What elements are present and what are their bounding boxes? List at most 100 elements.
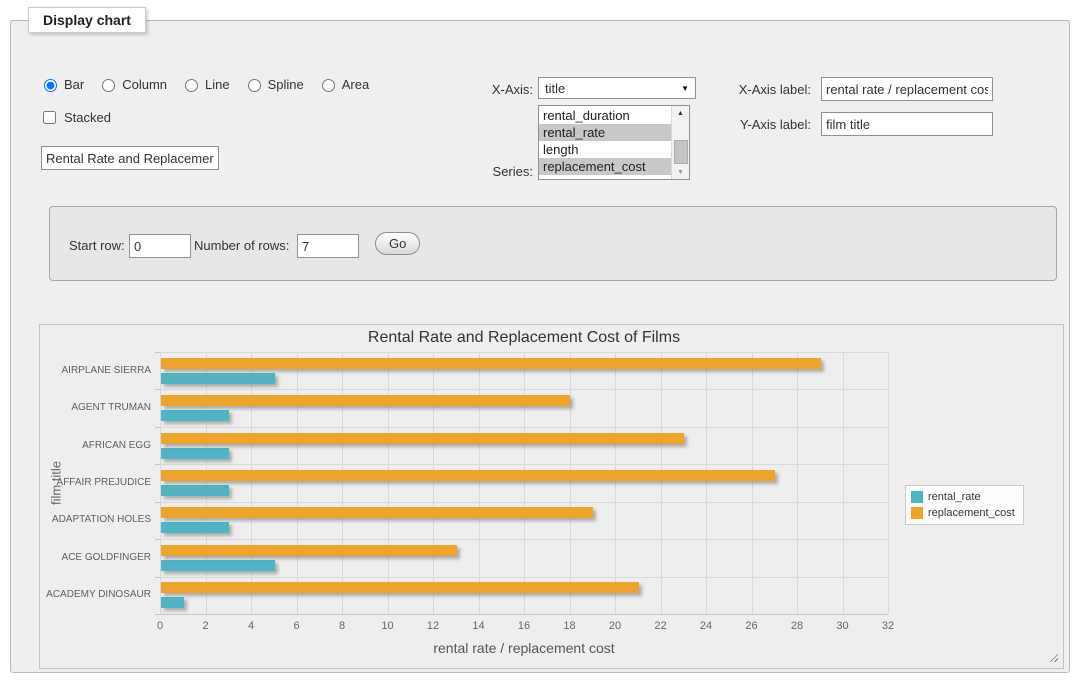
x-tick-label: 2 xyxy=(186,620,226,632)
chart-type-radio-bar[interactable]: Bar xyxy=(39,76,84,92)
y-axis-title: film title xyxy=(49,461,64,505)
y-axis-tick xyxy=(155,502,160,503)
resize-handle-icon[interactable] xyxy=(1048,652,1058,662)
num-rows-input[interactable] xyxy=(297,234,359,258)
x-axis-title: rental rate / replacement cost xyxy=(160,640,888,656)
gridline-horizontal xyxy=(160,502,888,503)
stacked-checkbox[interactable] xyxy=(43,111,56,124)
replacement_cost-bar xyxy=(161,507,593,518)
radio-label: Area xyxy=(342,77,369,92)
rental_rate-bar xyxy=(161,410,229,421)
chart-title: Rental Rate and Replacement Cost of Film… xyxy=(160,329,888,347)
panel-title: Display chart xyxy=(28,7,146,33)
replacement_cost-bar xyxy=(161,433,684,444)
chevron-down-icon: ▼ xyxy=(681,84,689,93)
y-axis-tick xyxy=(155,427,160,428)
page: BarColumnLineSplineArea Stacked X-Axis: … xyxy=(0,0,1081,681)
y-axis-label-label: Y-Axis label: xyxy=(711,117,811,132)
legend-item-replacement_cost[interactable]: replacement_cost xyxy=(911,507,1015,519)
chart-type-radio-column[interactable]: Column xyxy=(97,76,167,92)
radio-input-column[interactable] xyxy=(102,79,115,92)
series-option-replacement_cost[interactable]: replacement_cost xyxy=(539,158,671,175)
gridline-vertical xyxy=(479,352,480,614)
series-option-rental_rate[interactable]: rental_rate xyxy=(539,124,671,141)
y-axis-label-input[interactable] xyxy=(821,112,993,136)
legend-label: replacement_cost xyxy=(928,507,1015,519)
radio-input-line[interactable] xyxy=(185,79,198,92)
x-axis-select-value: title xyxy=(545,81,565,96)
x-axis-label-label: X-Axis label: xyxy=(711,82,811,97)
chart-title-input[interactable] xyxy=(41,146,219,170)
scrollbar-thumb[interactable] xyxy=(674,140,688,164)
rental_rate-bar xyxy=(161,522,229,533)
gridline-vertical xyxy=(615,352,616,614)
series-scrollbar[interactable]: ▲ ▼ xyxy=(671,106,689,179)
radio-label: Bar xyxy=(64,77,84,92)
gridline-vertical xyxy=(570,352,571,614)
x-tick-label: 20 xyxy=(595,620,635,632)
go-button[interactable]: Go xyxy=(375,232,420,255)
replacement_cost-bar xyxy=(161,358,821,369)
x-tick-label: 8 xyxy=(322,620,362,632)
x-tick-label: 24 xyxy=(686,620,726,632)
category-label: ADAPTATION HOLES xyxy=(40,514,151,525)
series-option-length[interactable]: length xyxy=(539,141,671,158)
rental_rate-bar xyxy=(161,597,184,608)
rental_rate-bar xyxy=(161,560,275,571)
x-axis-select-label: X-Axis: xyxy=(451,82,533,97)
scroll-up-icon[interactable]: ▲ xyxy=(672,106,689,120)
stacked-checkbox-row[interactable]: Stacked xyxy=(39,108,111,127)
series-listbox[interactable]: rental_durationrental_ratelengthreplacem… xyxy=(538,105,690,180)
x-tick-label: 26 xyxy=(732,620,772,632)
rental_rate-swatch-icon xyxy=(911,491,923,503)
start-row-label: Start row: xyxy=(69,238,125,253)
gridline-vertical xyxy=(388,352,389,614)
x-axis-select[interactable]: title ▼ xyxy=(538,77,696,99)
gridline-vertical xyxy=(797,352,798,614)
scroll-down-icon[interactable]: ▼ xyxy=(672,165,689,179)
gridline-vertical xyxy=(160,352,161,614)
x-tick-label: 18 xyxy=(550,620,590,632)
gridline-horizontal xyxy=(160,539,888,540)
gridline-vertical xyxy=(524,352,525,614)
y-axis-tick xyxy=(155,539,160,540)
gridline-vertical xyxy=(433,352,434,614)
radio-input-bar[interactable] xyxy=(44,79,57,92)
gridline-horizontal xyxy=(160,352,888,353)
x-tick-label: 28 xyxy=(777,620,817,632)
gridline-vertical xyxy=(752,352,753,614)
gridline-vertical xyxy=(843,352,844,614)
radio-input-area[interactable] xyxy=(322,79,335,92)
chart-type-radio-area[interactable]: Area xyxy=(317,76,369,92)
start-row-input[interactable] xyxy=(129,234,191,258)
display-chart-panel: BarColumnLineSplineArea Stacked X-Axis: … xyxy=(10,20,1070,673)
chart-type-radio-spline[interactable]: Spline xyxy=(243,76,304,92)
x-tick-label: 30 xyxy=(823,620,863,632)
x-tick-label: 0 xyxy=(140,620,180,632)
series-option-rental_duration[interactable]: rental_duration xyxy=(539,107,671,124)
radio-input-spline[interactable] xyxy=(248,79,261,92)
series-options: rental_durationrental_ratelengthreplacem… xyxy=(539,106,671,179)
chart-panel: Rental Rate and Replacement Cost of Film… xyxy=(39,324,1064,669)
num-rows-label: Number of rows: xyxy=(194,238,289,253)
x-tick-label: 32 xyxy=(868,620,908,632)
x-tick-label: 4 xyxy=(231,620,271,632)
gridline-vertical xyxy=(706,352,707,614)
radio-label: Column xyxy=(122,77,167,92)
replacement_cost-bar xyxy=(161,395,570,406)
y-axis-tick xyxy=(155,464,160,465)
legend-item-rental_rate[interactable]: rental_rate xyxy=(911,491,1015,503)
x-tick-label: 16 xyxy=(504,620,544,632)
chart-type-radio-line[interactable]: Line xyxy=(180,76,230,92)
radio-label: Spline xyxy=(268,77,304,92)
x-tick-label: 22 xyxy=(641,620,681,632)
y-axis-tick xyxy=(155,577,160,578)
replacement_cost-bar xyxy=(161,582,639,593)
gridline-horizontal xyxy=(160,464,888,465)
x-tick-label: 10 xyxy=(368,620,408,632)
chart-type-radio-group: Bar Column Line Spline Area xyxy=(39,76,369,92)
radio-label: Line xyxy=(205,77,230,92)
replacement_cost-bar xyxy=(161,545,457,556)
x-axis-label-input[interactable] xyxy=(821,77,993,101)
series-label: Series: xyxy=(451,164,533,179)
